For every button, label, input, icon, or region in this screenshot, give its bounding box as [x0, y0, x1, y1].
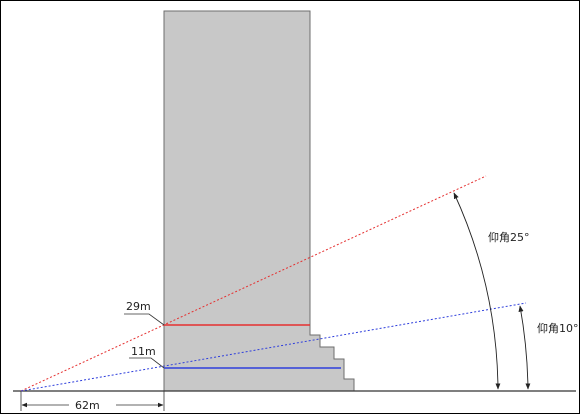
- angle-arc-25-degree: [453, 192, 501, 390]
- sight-line-25-degree: [20, 175, 487, 392]
- label-angle-10: 仰角10°: [537, 321, 579, 335]
- angle-arc-10-degree: [518, 305, 531, 390]
- sight-line-10-degree: [20, 302, 527, 392]
- leader-11m: [129, 357, 165, 369]
- label-62m: 62m: [75, 399, 100, 412]
- label-angle-25: 仰角25°: [488, 230, 530, 244]
- building-shape: [163, 10, 355, 392]
- leader-29m: [124, 313, 165, 326]
- label-29m: 29m: [126, 300, 151, 313]
- label-11m: 11m: [131, 345, 156, 358]
